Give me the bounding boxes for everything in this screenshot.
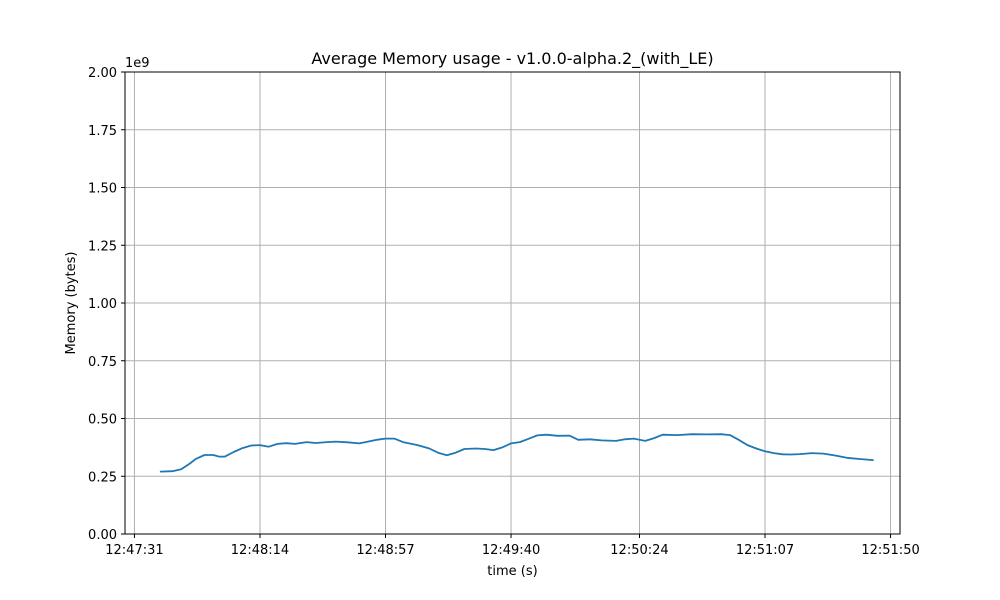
x-tick-label: 12:48:57 <box>356 543 414 558</box>
x-tick-label: 12:48:14 <box>231 543 289 558</box>
x-tick-label: 12:51:07 <box>736 543 794 558</box>
y-offset-label: 1e9 <box>125 56 150 71</box>
series-line <box>159 433 874 473</box>
x-tick-label: 12:51:50 <box>861 543 919 558</box>
y-tick-label: 1.75 <box>88 124 117 139</box>
y-tick-label: 2.00 <box>88 66 117 81</box>
y-tick-label: 0.50 <box>88 413 117 428</box>
x-axis-label: time (s) <box>487 564 537 579</box>
grid <box>125 71 900 535</box>
y-tick-label: 0.00 <box>88 528 117 543</box>
x-tick-label: 12:49:40 <box>482 543 540 558</box>
y-tick-label: 1.25 <box>88 239 117 254</box>
y-axis-label: Memory (bytes) <box>64 252 79 355</box>
y-tick-label: 0.75 <box>88 355 117 370</box>
y-tick-label: 0.25 <box>88 470 117 485</box>
y-tick-label: 1.50 <box>88 182 117 197</box>
axis-ticks: 0.00 0.25 0.50 0.75 1.00 1.25 1.50 1.75 2.00 12:4… <box>88 66 920 558</box>
y-tick-label: 1.00 <box>88 297 117 312</box>
x-tick-label: 12:50:24 <box>610 543 668 558</box>
x-tick-label: 12:47:31 <box>105 543 163 558</box>
chart-title: Average Memory usage - v1.0.0-alpha.2_(w… <box>311 49 713 69</box>
series-layer <box>159 433 874 473</box>
